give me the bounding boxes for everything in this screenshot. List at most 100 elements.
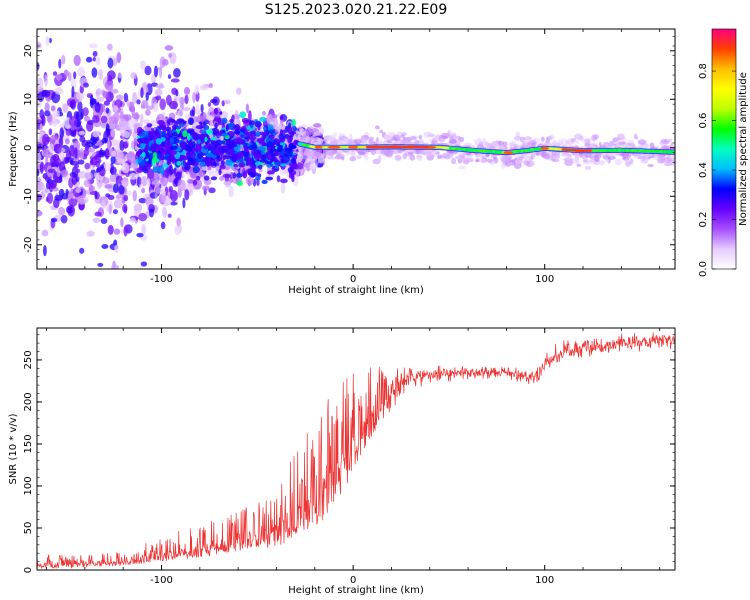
heatmap-cell [225, 159, 233, 166]
heatmap-cell [486, 144, 494, 150]
heatmap-cell [199, 85, 209, 91]
heatmap-cell [103, 100, 110, 106]
heatmap-cell [291, 157, 296, 165]
heatmap-cell [43, 145, 47, 158]
heatmap-cell [333, 132, 338, 137]
heatmap-cell [530, 142, 536, 148]
heatmap-cell [301, 123, 307, 129]
heatmap-cell [76, 168, 81, 173]
heatmap-cell [604, 159, 610, 163]
heatmap-cell [313, 131, 323, 136]
heatmap-cell [384, 148, 394, 155]
top-y-tick-label: 10 [23, 93, 34, 106]
heatmap-cell [669, 159, 675, 166]
heatmap-cell [202, 185, 210, 191]
heatmap-cell [247, 146, 255, 151]
heatmap-cell [204, 159, 213, 166]
heatmap-cell [155, 138, 163, 145]
heatmap-cell [98, 149, 107, 156]
heatmap-cell [438, 135, 446, 143]
heatmap-cell [248, 110, 252, 122]
heatmap-cell [220, 154, 227, 158]
heatmap-cell [530, 153, 535, 160]
heatmap-cell [199, 171, 206, 178]
heatmap-cell [275, 161, 280, 165]
heatmap-cell [141, 99, 149, 109]
heatmap-cell [217, 140, 224, 145]
heatmap-cell [378, 154, 382, 161]
heatmap-cell [187, 133, 191, 141]
heatmap-cell [141, 187, 146, 194]
heatmap-cell [455, 156, 462, 160]
heatmap-cell [250, 172, 256, 178]
heatmap-cell [169, 189, 178, 202]
heatmap-cell [39, 123, 43, 132]
heatmap-cell [107, 140, 111, 148]
heatmap-cell [97, 68, 104, 80]
heatmap-cell [45, 35, 50, 47]
heatmap-cell [279, 168, 288, 175]
heatmap-cell [112, 209, 119, 215]
colorbar-ticks: 0.0 0.2 0.4 0.6 0.8 [698, 63, 736, 277]
heatmap-cell [130, 72, 138, 80]
heatmap-cell [121, 126, 131, 131]
bottom-x-tick-label: 100 [535, 575, 554, 586]
heatmap-cell [173, 67, 181, 78]
heatmap-cell [279, 129, 283, 137]
heatmap-cell [259, 159, 268, 163]
heatmap-cell [252, 141, 257, 149]
heatmap-cell [644, 152, 653, 157]
heatmap-cell [169, 137, 175, 144]
heatmap-cell [92, 50, 98, 57]
heatmap-cell [266, 161, 272, 165]
heatmap-cell [42, 244, 47, 257]
heatmap-cell [242, 127, 246, 134]
heatmap-cell [608, 140, 615, 148]
heatmap-cell [414, 139, 420, 145]
heatmap-cell [116, 94, 124, 101]
heatmap-cell [232, 118, 241, 125]
heatmap-cell [223, 180, 232, 186]
heatmap-cell [664, 158, 668, 164]
heatmap-cell [210, 148, 218, 153]
heatmap-cell [500, 163, 506, 169]
heatmap-cell [58, 206, 66, 216]
heatmap-cell [211, 127, 220, 135]
heatmap-cell [280, 182, 286, 194]
heatmap-cell [178, 224, 182, 233]
heatmap-cell [641, 156, 646, 162]
colorbar-tick-label: 0.8 [698, 63, 709, 79]
heatmap-cell [448, 139, 458, 144]
heatmap-cell [164, 45, 174, 51]
heatmap-cell [171, 131, 178, 137]
heatmap-cell [118, 118, 127, 128]
heatmap-cell [315, 160, 319, 166]
heatmap-cell [548, 134, 555, 140]
heatmap-cell [353, 138, 363, 144]
heatmap-cell [244, 154, 248, 160]
heatmap-cell [235, 172, 243, 178]
heatmap-cell [356, 155, 362, 160]
heatmap-cell [182, 197, 186, 209]
heatmap-cell [142, 166, 148, 172]
heatmap-cell [235, 87, 242, 95]
figure-title: S125.2023.020.21.22.E09 [265, 2, 448, 18]
top-x-tick-label: 100 [535, 274, 554, 285]
heatmap-cell [112, 112, 120, 122]
heatmap-cell [47, 181, 57, 189]
heatmap-cell [162, 206, 168, 218]
heatmap-cell [558, 138, 567, 142]
heatmap-cell [368, 136, 374, 141]
heatmap-cell [257, 173, 262, 178]
heatmap-cell [204, 136, 208, 143]
heatmap-cell [170, 145, 178, 150]
heatmap-cell [165, 126, 172, 132]
heatmap-cell [178, 154, 186, 161]
heatmap-cell [637, 139, 647, 145]
heatmap-cell [136, 138, 143, 142]
heatmap-cell [134, 145, 139, 151]
heatmap-cell [349, 133, 353, 140]
heatmap-cell [109, 115, 115, 122]
heatmap-cell [105, 107, 110, 114]
